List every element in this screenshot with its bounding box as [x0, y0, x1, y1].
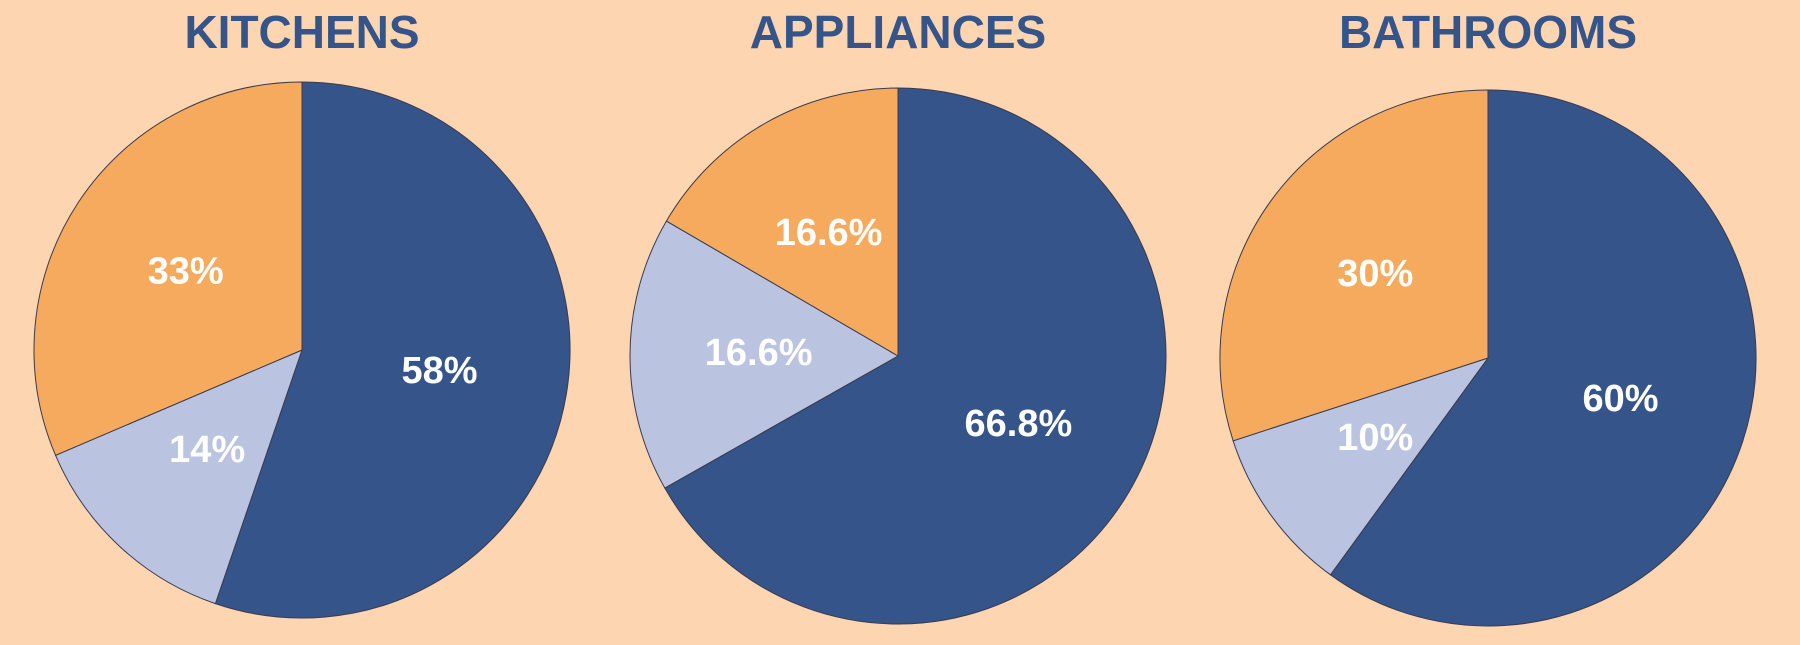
chart-title: KITCHENS	[184, 6, 419, 58]
slice-label: 10%	[1337, 417, 1413, 459]
pie-slice	[33, 81, 303, 456]
slice-label: 66.8%	[965, 403, 1073, 445]
slice-label: 33%	[148, 250, 224, 292]
chart-title: BATHROOMS	[1339, 6, 1637, 58]
pie-slice	[1232, 357, 1490, 576]
slice-label: 58%	[401, 350, 477, 392]
pie-slice	[629, 220, 900, 489]
pie-slice	[214, 81, 571, 619]
pie-slice	[1329, 89, 1757, 627]
chart-title: APPLIANCES	[750, 6, 1046, 58]
pie-slice	[665, 87, 899, 357]
pie-slice	[54, 349, 303, 605]
slice-label: 14%	[169, 429, 245, 471]
slice-label: 30%	[1337, 253, 1413, 295]
pie-slice	[664, 87, 1167, 625]
pie-slice	[1219, 89, 1489, 442]
slice-label: 60%	[1583, 378, 1659, 420]
slice-label: 16.6%	[775, 212, 883, 254]
slice-label: 16.6%	[705, 332, 813, 374]
